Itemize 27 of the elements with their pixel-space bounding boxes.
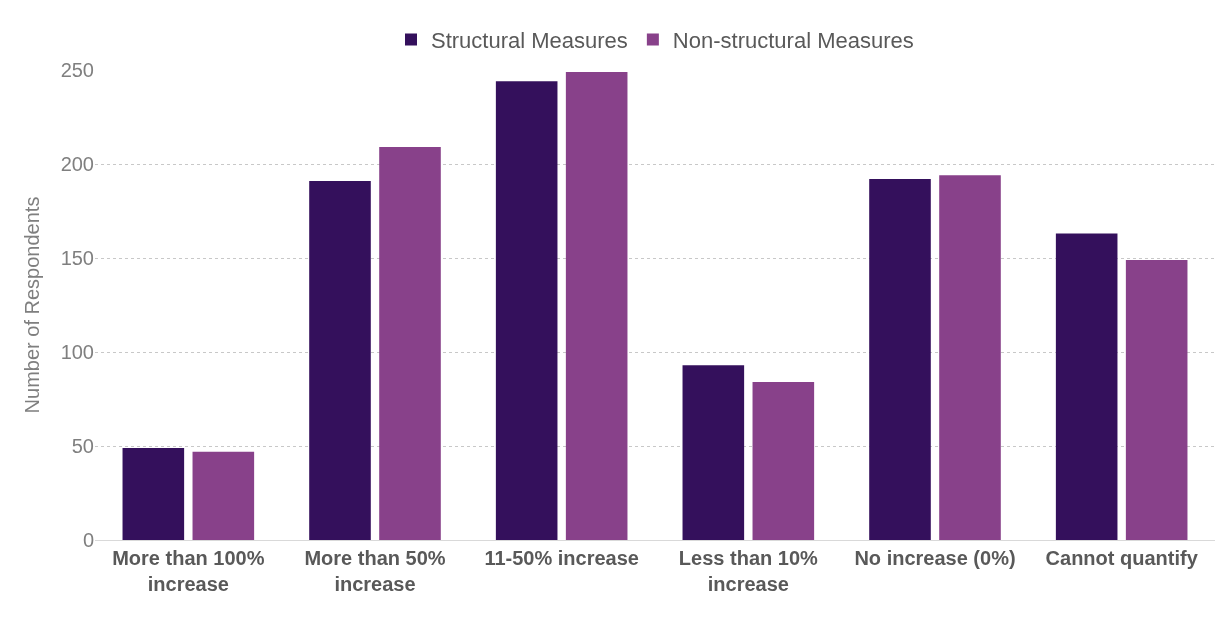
y-axis-title: Number of Respondents [21, 196, 44, 414]
bar [565, 71, 628, 540]
legend-label: Non-structural Measures [672, 27, 914, 53]
bar [1125, 259, 1188, 540]
bar [122, 447, 185, 540]
bar [1055, 233, 1118, 540]
bar [495, 81, 558, 540]
bar [869, 179, 931, 540]
bar [752, 382, 815, 540]
y-tick-label: 100 [60, 341, 94, 363]
x-tick-label: No increase (0%) [854, 547, 1016, 569]
y-tick-label: 50 [71, 435, 94, 457]
y-tick-label: 150 [60, 247, 94, 269]
bar [682, 365, 745, 540]
x-tick-label: 11-50% increase [484, 547, 639, 569]
y-tick-label: 200 [60, 153, 94, 175]
bar [379, 147, 441, 540]
legend-label: Structural Measures [431, 27, 628, 53]
y-tick-label: 250 [60, 59, 94, 81]
x-tick-label: Cannot quantify [1045, 547, 1199, 569]
bar [309, 180, 371, 540]
x-tick-label: More than 100% increase [112, 547, 265, 595]
bar [939, 175, 1001, 540]
y-tick-label: 0 [82, 529, 94, 551]
bar [192, 451, 255, 540]
x-tick-label: More than 50% increase [304, 547, 446, 595]
x-tick-label: Less than 10% increase [678, 547, 819, 595]
